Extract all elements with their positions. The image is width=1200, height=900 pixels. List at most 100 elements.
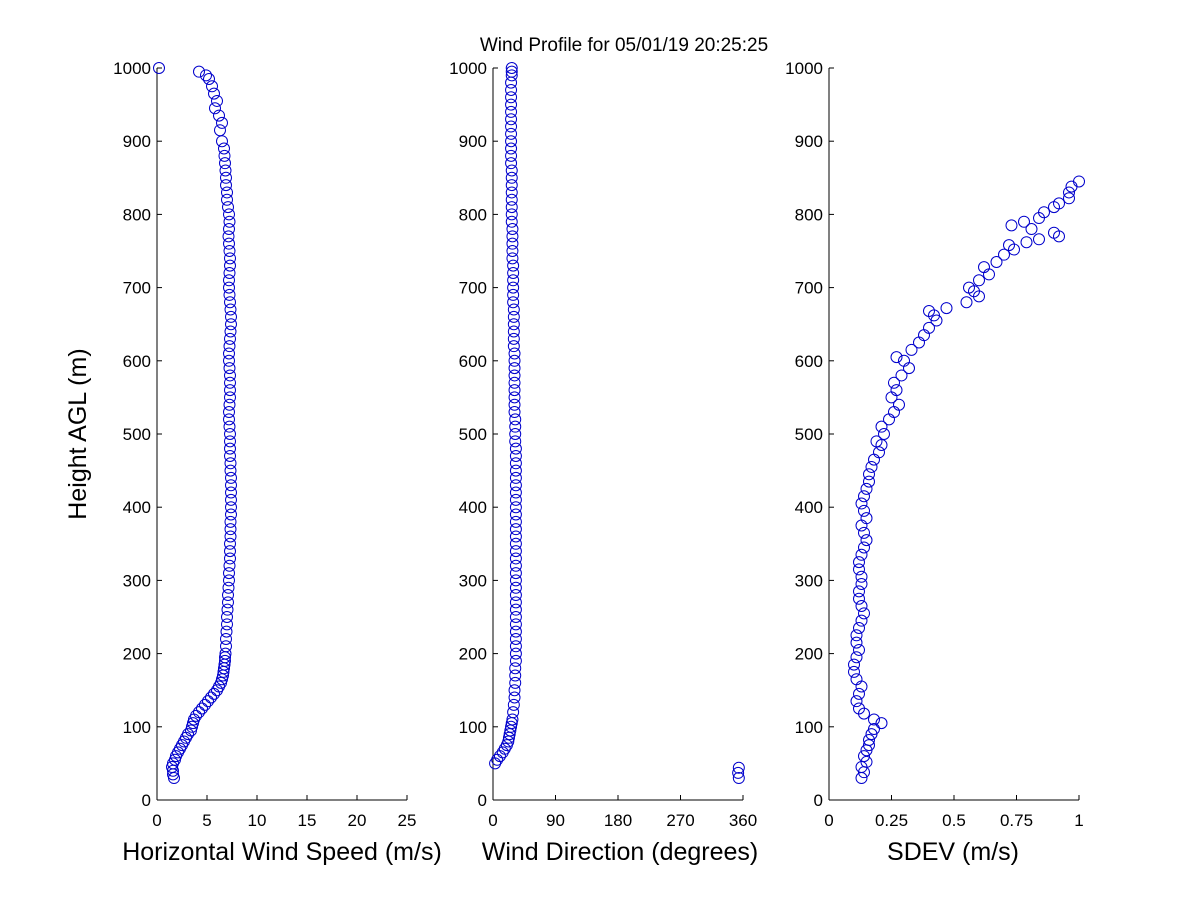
data-point xyxy=(206,80,218,93)
data-point xyxy=(224,457,237,470)
data-point xyxy=(855,614,868,627)
data-point xyxy=(1005,219,1018,232)
data-point xyxy=(505,171,518,184)
data-point xyxy=(868,713,880,726)
data-point xyxy=(223,406,235,419)
data-point xyxy=(224,252,236,265)
data-point xyxy=(222,230,235,243)
x-tick-label: 20 xyxy=(348,811,367,830)
y-tick-label: 200 xyxy=(123,645,151,664)
x-tick-label: 0.25 xyxy=(875,811,908,830)
data-point xyxy=(509,537,522,550)
data-point xyxy=(219,157,231,170)
y-tick-label: 600 xyxy=(795,352,823,371)
data-point xyxy=(509,669,522,682)
y-tick-label: 600 xyxy=(459,352,487,371)
data-point xyxy=(224,303,237,316)
data-point xyxy=(222,581,235,594)
data-point xyxy=(507,259,520,272)
data-point xyxy=(508,391,521,404)
data-point xyxy=(505,164,518,177)
y-tick-label: 200 xyxy=(795,645,823,664)
data-point xyxy=(218,142,230,155)
data-point xyxy=(208,87,220,100)
data-point xyxy=(960,296,973,309)
data-point xyxy=(505,186,518,199)
data-point xyxy=(509,574,522,587)
data-point xyxy=(222,589,234,602)
data-point xyxy=(509,471,522,484)
y-tick-label: 1000 xyxy=(785,59,823,78)
y-tick-label: 100 xyxy=(795,718,823,737)
data-point xyxy=(508,376,521,389)
data-point xyxy=(224,376,236,389)
data-point xyxy=(223,215,236,228)
data-point xyxy=(853,592,865,605)
data-point xyxy=(878,428,890,440)
data-point xyxy=(224,428,236,440)
y-tick-label: 800 xyxy=(795,205,823,224)
x-tick-label: 90 xyxy=(546,811,565,830)
data-point xyxy=(509,530,522,543)
y-tick-label: 0 xyxy=(142,791,151,810)
data-point xyxy=(220,625,233,638)
x-tick-label: 5 xyxy=(202,811,211,830)
data-point xyxy=(505,201,518,214)
data-point xyxy=(218,149,231,162)
data-point xyxy=(225,501,237,514)
data-point xyxy=(507,340,520,353)
data-point xyxy=(888,376,900,389)
data-point xyxy=(865,460,878,473)
data-point xyxy=(505,149,518,162)
data-point xyxy=(225,508,237,521)
data-point xyxy=(990,255,1003,268)
data-point xyxy=(224,369,236,382)
data-point xyxy=(507,325,520,338)
panel-2: 0 100 200 300 400 500 600 700 800 900 1000 0 90 180 27… xyxy=(449,59,758,866)
data-point xyxy=(224,435,236,448)
data-point xyxy=(200,69,212,82)
data-point xyxy=(202,695,214,708)
y-tick-label: 0 xyxy=(478,791,487,810)
data-point xyxy=(509,457,522,470)
data-point xyxy=(211,94,223,107)
data-point xyxy=(505,179,518,192)
data-point xyxy=(225,471,237,484)
data-point xyxy=(508,406,521,419)
y-tick-label: 200 xyxy=(459,645,487,664)
data-point xyxy=(890,351,903,364)
data-point xyxy=(1025,223,1038,236)
x-tick-label: 270 xyxy=(666,811,694,830)
data-point xyxy=(223,208,235,221)
x-tick-label: 1 xyxy=(1074,811,1083,830)
data-point xyxy=(858,526,870,539)
data-point xyxy=(505,720,518,733)
data-point xyxy=(860,482,873,495)
data-point xyxy=(870,435,883,448)
y-tick-label: 1000 xyxy=(449,59,487,78)
x-axis-label: SDEV (m/s) xyxy=(887,838,1019,866)
data-point xyxy=(505,120,518,133)
data-point xyxy=(505,83,518,96)
data-point xyxy=(223,266,236,279)
x-tick-label: 0.75 xyxy=(1000,811,1033,830)
y-tick-label: 100 xyxy=(459,718,487,737)
data-point xyxy=(998,248,1010,261)
data-point xyxy=(224,464,237,477)
data-point xyxy=(506,237,519,250)
data-point xyxy=(224,259,236,272)
data-point xyxy=(732,761,745,774)
data-point xyxy=(509,552,522,565)
y-tick-label: 900 xyxy=(123,132,151,151)
y-tick-label: 100 xyxy=(123,718,151,737)
data-point xyxy=(505,135,518,148)
data-point xyxy=(223,559,236,572)
x-tick-label: 180 xyxy=(604,811,632,830)
y-tick-label: 300 xyxy=(459,571,487,590)
y-tick-label: 0 xyxy=(814,791,823,810)
data-point xyxy=(860,755,873,768)
x-tick-label: 360 xyxy=(729,811,757,830)
data-point xyxy=(732,772,745,785)
data-point xyxy=(509,493,522,506)
data-point xyxy=(507,310,520,323)
